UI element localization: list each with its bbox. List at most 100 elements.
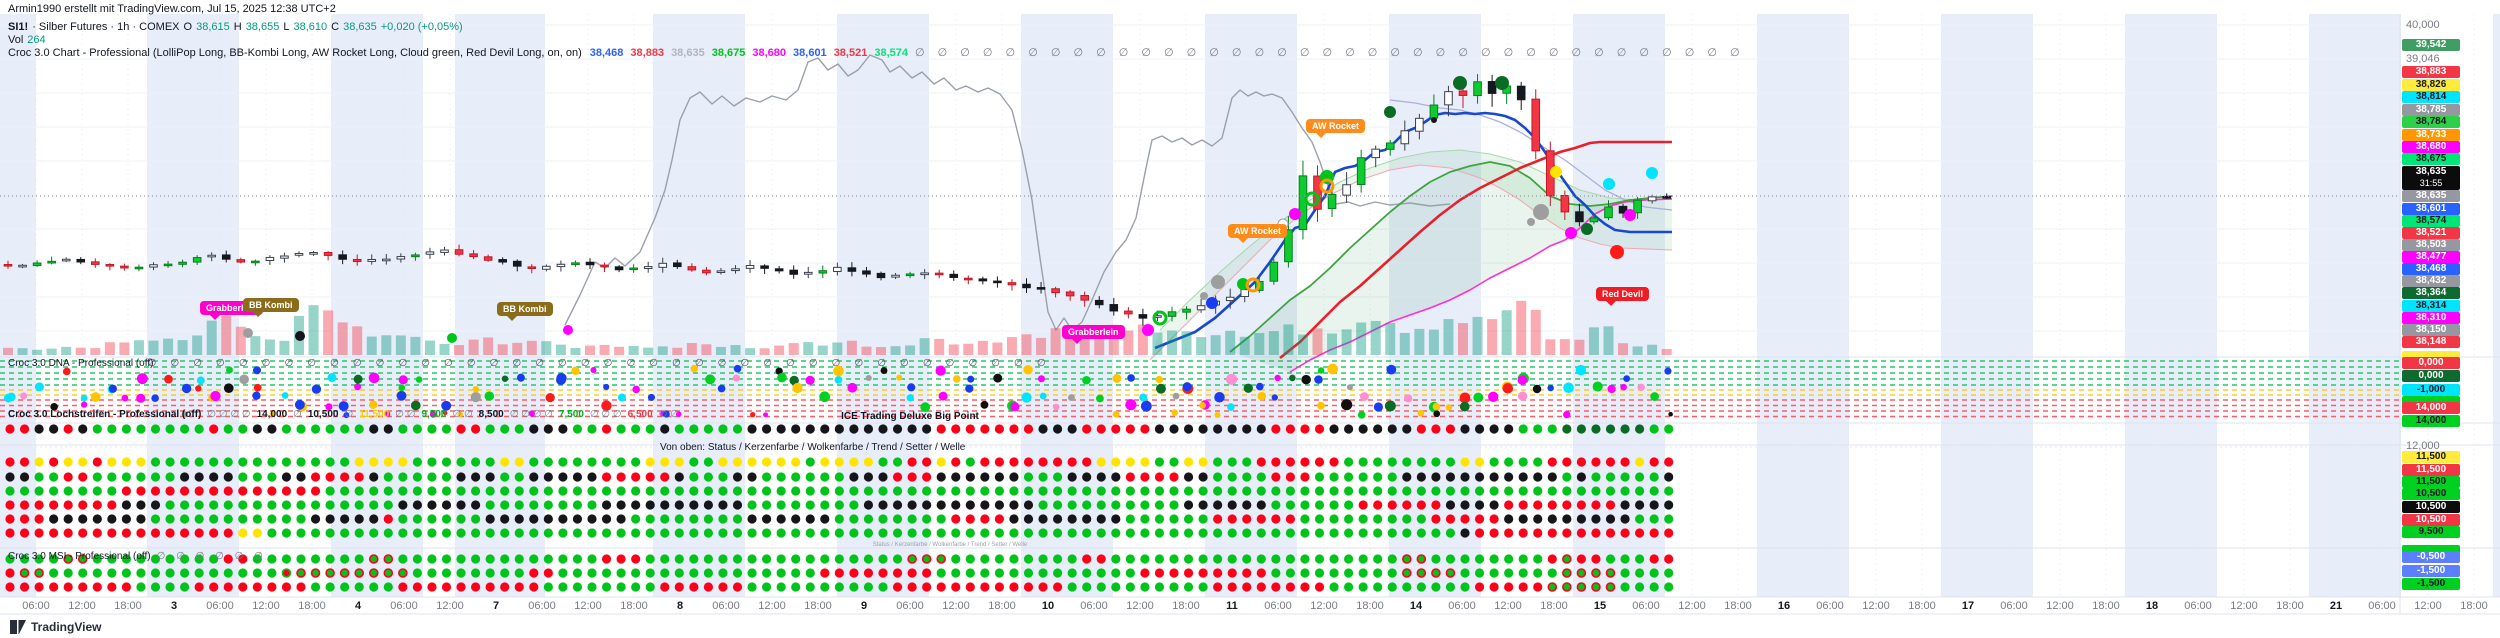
msi-pane-label[interactable]: Croc 3.0 MSI - Professional (off) ∅ ∅ ∅ ∅…	[8, 551, 267, 562]
price-label-badge[interactable]: 0,000	[2402, 357, 2460, 369]
svg-text:∅: ∅	[763, 358, 772, 369]
price-label-badge[interactable]: 14,000	[2402, 415, 2460, 427]
time-scale-tick: 18:00	[2092, 600, 2120, 612]
legend-token: 38,635	[671, 47, 705, 59]
price-label-badge[interactable]: 38,503	[2402, 239, 2460, 251]
price-label-badge[interactable]: 11,500	[2402, 476, 2460, 488]
legend-token: 38,675	[711, 47, 746, 59]
price-label-badge[interactable]: 10,500	[2402, 501, 2460, 513]
price-label-badge[interactable]: -1,000	[2402, 384, 2460, 396]
price-label-badge[interactable]: 38,432	[2402, 275, 2460, 287]
price-label-badge[interactable]: -0,500	[2402, 551, 2460, 563]
price-label-badge[interactable]: 38,826	[2402, 79, 2460, 91]
time-scale-tick: 12:00	[68, 600, 96, 612]
price-label-badge[interactable]: -1,500	[2402, 578, 2460, 590]
price-label-badge[interactable]: 38,635	[2402, 190, 2460, 202]
legend-token: 264	[27, 34, 46, 46]
price-label-badge[interactable]: -1,500	[2402, 565, 2460, 577]
svg-text:∅: ∅	[330, 358, 339, 369]
bb-kombi-flag-2[interactable]: BB Kombi	[497, 302, 553, 321]
symbol-legend[interactable]: SI1! · Silber Futures · 1h · COMEX O 38,615…	[8, 21, 467, 33]
price-label-badge[interactable]: 38,733	[2402, 129, 2460, 141]
time-scale-tick: 4	[354, 600, 362, 612]
price-label-badge[interactable]: 38,310	[2402, 312, 2460, 324]
legend-token: +0,020 (+0,05%)	[380, 21, 463, 33]
aw-rocket-flag-1[interactable]: AW Rocket	[1228, 224, 1288, 243]
svg-text:∅: ∅	[672, 358, 681, 369]
svg-text:∅: ∅	[740, 358, 749, 369]
svg-text:∅: ∅	[307, 358, 316, 369]
price-label-badge[interactable]: 38,675	[2402, 153, 2460, 165]
svg-text:∅: ∅	[786, 358, 795, 369]
price-label-badge[interactable]: 38,150	[2402, 324, 2460, 336]
time-scale-tick: 06:00	[712, 600, 740, 612]
legend-token: 8,500	[478, 409, 504, 420]
flag-pointer	[210, 315, 220, 320]
legend-token: 38,521	[833, 47, 868, 59]
svg-text:∅: ∅	[1037, 358, 1046, 369]
volume-bars	[3, 300, 1672, 355]
flag-pointer	[1606, 301, 1616, 306]
bb-kombi-flag-1[interactable]: BB Kombi	[243, 298, 299, 317]
red-devil-flag[interactable]: Red Devil	[1596, 287, 1650, 306]
price-label-badge[interactable]: 0,000	[2402, 370, 2460, 382]
legend-token: ∅ ∅	[658, 409, 679, 420]
legend-token: 7,500	[558, 409, 584, 420]
svg-text:∅: ∅	[262, 358, 271, 369]
price-scale-tick: 12,000	[2406, 440, 2440, 452]
price-label-badge[interactable]: 38,148	[2402, 336, 2460, 348]
price-label-badge[interactable]: 38,814	[2402, 91, 2460, 103]
tradingview-logo[interactable]: TradingView	[10, 620, 101, 634]
time-scale-tick: 06:00	[1632, 600, 1660, 612]
session-bands	[0, 14, 2500, 597]
price-label-badge[interactable]: 38,468	[2402, 263, 2460, 275]
price-label-badge[interactable]: 38,364	[2402, 287, 2460, 299]
price-label-badge[interactable]: 38,521	[2402, 227, 2460, 239]
time-scale-tick: 12:00	[2046, 600, 2074, 612]
price-label-badge[interactable]: 38,477	[2402, 251, 2460, 263]
svg-text:∅: ∅	[421, 358, 430, 369]
time-scale-tick: 06:00	[2184, 600, 2212, 612]
price-label-badge[interactable]: 38,883	[2402, 66, 2460, 78]
svg-text:∅: ∅	[239, 358, 248, 369]
legend-token: 6,500	[627, 409, 653, 420]
price-label-sliver	[2402, 351, 2460, 362]
dna-pane-label[interactable]: Croc 3.0 DNA - Professional (off)	[8, 358, 154, 369]
legend-token: O	[183, 21, 193, 33]
price-label-badge[interactable]: 11,500	[2402, 451, 2460, 463]
grabberlein-flag-2[interactable]: Grabberlein	[1062, 325, 1125, 344]
price-label-badge[interactable]: 10,500	[2402, 514, 2460, 526]
legend-token: 38,655	[245, 21, 280, 33]
price-label-badge[interactable]: 38,635 31:55	[2402, 166, 2460, 190]
price-label-badge[interactable]: 38,785	[2402, 104, 2460, 116]
time-scale-tick: 12:00	[1126, 600, 1154, 612]
time-scale-tick: 06:00	[528, 600, 556, 612]
price-label-badge[interactable]: 38,680	[2402, 141, 2460, 153]
lochstreifen-pane-label[interactable]: Croc 3.0 Lochstreifen - Professional (of…	[8, 409, 685, 420]
legend-token: Croc 3.0 Chart - Professional (LolliPop …	[8, 47, 582, 59]
flag-pointer	[1238, 238, 1248, 243]
price-label-badge[interactable]: 14,000	[2402, 402, 2460, 414]
legend-token: 9,500	[421, 409, 447, 420]
volume-legend[interactable]: Vol 264	[8, 34, 50, 46]
price-label-badge[interactable]: 38,314	[2402, 300, 2460, 312]
price-label-badge[interactable]: 9,500	[2402, 526, 2460, 538]
time-scale-tick: 06:00	[390, 600, 418, 612]
dot-rows	[5, 424, 1674, 592]
price-label-badge[interactable]: 10,500	[2402, 488, 2460, 500]
svg-text:∅: ∅	[809, 358, 818, 369]
croc-chart-legend[interactable]: Croc 3.0 Chart - Professional (LolliPop …	[8, 46, 1745, 59]
aw-rocket-flag-2[interactable]: AW Rocket	[1306, 119, 1366, 138]
price-label-badge[interactable]: 38,574	[2402, 215, 2460, 227]
svg-text:∅: ∅	[991, 358, 1000, 369]
price-label-badge[interactable]: 39,542	[2402, 39, 2460, 51]
legend-token: ∅ ∅ ∅ ∅ ∅ ∅	[156, 551, 267, 562]
price-label-badge[interactable]: 11,500	[2402, 464, 2460, 476]
svg-text:∅: ∅	[535, 358, 544, 369]
price-label-badge[interactable]: 38,601	[2402, 203, 2460, 215]
time-scale-tick: 18:00	[804, 600, 832, 612]
ice-pane-title: ICE Trading Deluxe Big Point	[841, 411, 979, 422]
price-label-badge[interactable]: 38,784	[2402, 116, 2460, 128]
